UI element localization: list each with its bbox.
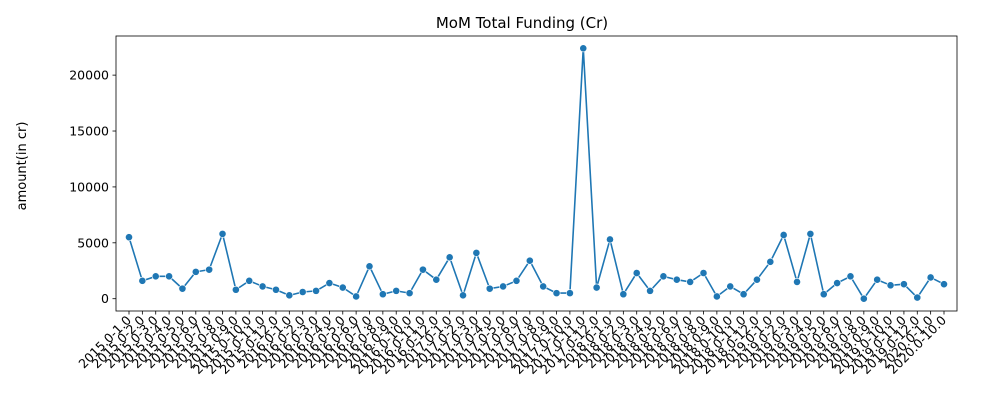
- data-point: [766, 257, 775, 266]
- data-point: [659, 272, 668, 281]
- y-tick-label: 0: [101, 291, 109, 306]
- data-point: [338, 283, 347, 292]
- plot-frame: [115, 35, 958, 312]
- data-point: [806, 229, 815, 238]
- data-point: [472, 248, 481, 257]
- data-point: [365, 262, 374, 271]
- data-point: [218, 229, 227, 238]
- y-tick-label: 15000: [69, 124, 109, 139]
- data-point: [940, 280, 948, 289]
- y-axis-label: amount(in cr): [15, 122, 30, 211]
- data-point: [833, 279, 842, 287]
- data-point: [191, 267, 200, 276]
- data-point: [926, 273, 935, 282]
- data-point: [753, 275, 761, 284]
- series-line: [128, 47, 945, 300]
- data-point: [205, 265, 214, 274]
- data-point: [539, 282, 548, 291]
- data-point: [566, 289, 574, 298]
- data-point: [325, 279, 334, 287]
- data-point: [298, 288, 307, 296]
- data-point: [151, 272, 160, 281]
- data-point: [165, 272, 173, 281]
- data-point: [499, 282, 507, 291]
- data-point: [459, 291, 467, 300]
- data-point: [125, 233, 133, 242]
- data-point: [859, 294, 868, 303]
- data-point: [419, 265, 427, 274]
- data-point: [606, 235, 614, 244]
- data-point: [619, 290, 628, 299]
- y-tick-label: 20000: [69, 68, 109, 83]
- data-point: [405, 289, 414, 298]
- data-point: [378, 290, 387, 299]
- chart-title: MoM Total Funding (Cr): [436, 14, 608, 32]
- data-point: [739, 290, 748, 299]
- data-point: [352, 292, 361, 301]
- data-point: [686, 278, 695, 286]
- data-point: [579, 44, 588, 53]
- data-point: [779, 231, 788, 239]
- data-point: [178, 284, 187, 293]
- data-point: [525, 256, 534, 265]
- data-point: [819, 290, 828, 299]
- data-point: [793, 278, 801, 286]
- data-point: [392, 286, 401, 295]
- y-tick-label: 5000: [77, 235, 109, 250]
- data-point: [245, 276, 254, 285]
- data-point: [552, 289, 561, 298]
- data-point: [846, 272, 855, 281]
- data-point: [900, 280, 908, 289]
- data-point: [138, 276, 147, 285]
- data-point: [285, 291, 294, 300]
- data-point: [258, 282, 267, 291]
- data-point: [913, 293, 922, 302]
- data-point: [646, 286, 654, 295]
- data-point: [886, 281, 895, 290]
- data-point: [712, 292, 721, 301]
- data-point: [726, 282, 735, 291]
- data-point: [445, 253, 454, 262]
- data-point: [432, 275, 441, 284]
- data-point: [873, 275, 882, 284]
- data-point: [592, 283, 601, 292]
- data-point: [272, 285, 280, 294]
- y-tick-label: 10000: [69, 179, 109, 194]
- data-point: [699, 269, 708, 277]
- data-point: [485, 284, 494, 293]
- data-point: [632, 269, 641, 277]
- data-point: [512, 276, 521, 285]
- data-point: [312, 286, 320, 295]
- plot-area: 050001000015000200002015.0-1.02015.0-2.0…: [69, 35, 958, 377]
- data-point: [672, 275, 681, 284]
- data-point: [231, 285, 240, 294]
